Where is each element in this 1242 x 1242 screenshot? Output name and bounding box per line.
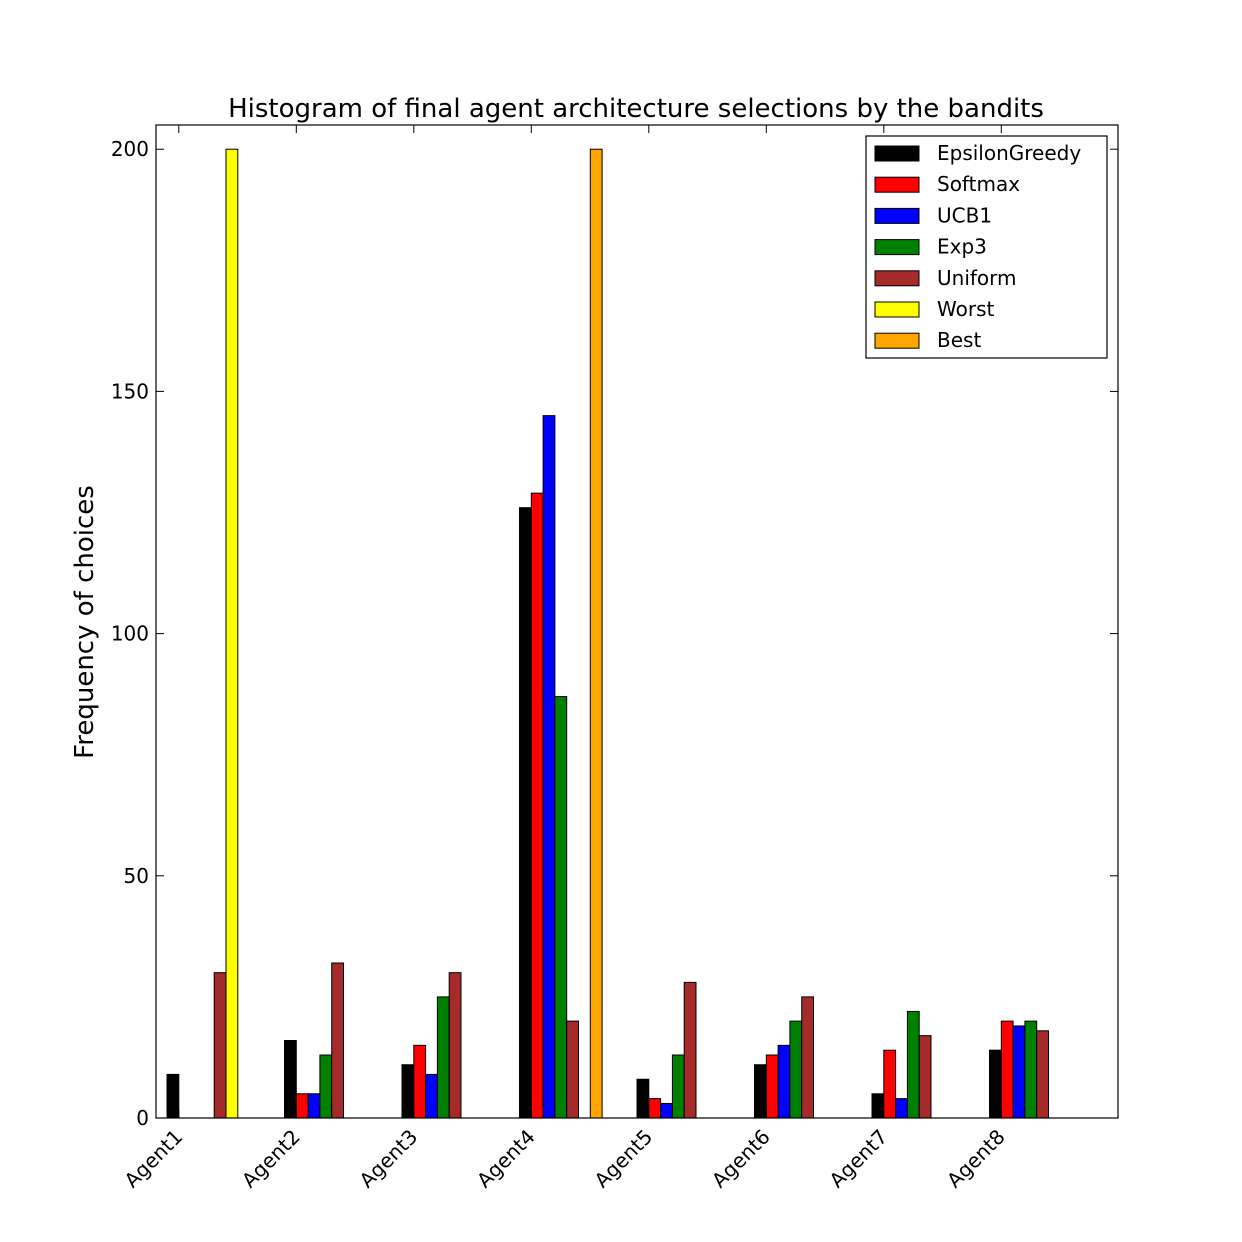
- bar-agent7-softmax: [883, 1049, 897, 1119]
- bar-agent2-ucb1: [307, 1093, 321, 1119]
- bar-agent2-epsilongreedy: [284, 1040, 297, 1119]
- x-tick-label-agent3: Agent3: [354, 1125, 422, 1193]
- x-tick-label-agent6: Agent6: [707, 1125, 775, 1193]
- legend-swatch-softmax: [874, 176, 920, 193]
- bar-agent7-exp3: [906, 1010, 920, 1119]
- legend-label-best: Best: [937, 328, 981, 352]
- bar-agent4-best: [589, 148, 603, 1119]
- x-tick-label-agent8: Agent8: [942, 1125, 1010, 1193]
- chart-title: Histogram of final agent architecture se…: [228, 94, 1044, 124]
- bar-agent6-softmax: [765, 1054, 779, 1119]
- bar-agent4-uniform: [566, 1020, 580, 1119]
- bar-agent2-uniform: [331, 962, 345, 1119]
- legend-label-epsilongreedy: EpsilonGreedy: [937, 141, 1081, 165]
- x-tick-label-agent7: Agent7: [824, 1125, 892, 1193]
- bar-agent2-exp3: [319, 1054, 333, 1119]
- bar-agent3-epsilongreedy: [401, 1064, 415, 1119]
- bar-agent6-ucb1: [777, 1044, 791, 1119]
- bar-agent3-exp3: [436, 996, 450, 1119]
- bar-agent4-softmax: [530, 492, 544, 1119]
- bar-agent7-ucb1: [895, 1098, 908, 1119]
- y-tick-label: 100: [111, 622, 149, 646]
- y-tick-label: 50: [124, 864, 149, 888]
- bar-agent4-exp3: [554, 696, 568, 1119]
- bar-agent5-exp3: [671, 1054, 685, 1119]
- x-tick-label-agent4: Agent4: [472, 1125, 540, 1193]
- x-tick-label-agent1: Agent1: [119, 1125, 187, 1193]
- bar-agent1-worst: [225, 148, 239, 1119]
- y-tick-label: 150: [111, 379, 149, 403]
- legend-swatch-ucb1: [874, 207, 920, 224]
- x-tick-label-agent2: Agent2: [237, 1125, 305, 1193]
- legend-label-exp3: Exp3: [937, 235, 987, 259]
- y-axis-label: Frequency of choices: [70, 485, 100, 759]
- bar-agent8-exp3: [1024, 1020, 1038, 1119]
- bars-layer: [166, 148, 1049, 1119]
- bar-agent6-exp3: [789, 1020, 803, 1119]
- bar-agent1-uniform: [213, 972, 227, 1119]
- legend: EpsilonGreedy Softmax UCB1 Exp3 Uniform Worst…: [865, 135, 1108, 359]
- bar-agent6-uniform: [801, 996, 815, 1119]
- y-tick-label: 0: [136, 1106, 149, 1130]
- x-tick-label-agent5: Agent5: [589, 1125, 657, 1193]
- bar-agent2-softmax: [295, 1093, 309, 1119]
- bar-agent3-ucb1: [425, 1073, 438, 1119]
- legend-swatch-exp3: [874, 239, 920, 256]
- bar-agent7-epsilongreedy: [871, 1093, 885, 1119]
- bar-agent5-ucb1: [660, 1102, 673, 1119]
- legend-swatch-best: [874, 332, 920, 349]
- bar-agent4-epsilongreedy: [519, 507, 532, 1119]
- bar-agent5-softmax: [648, 1098, 662, 1119]
- bar-agent1-epsilongreedy: [166, 1073, 180, 1119]
- bar-agent3-softmax: [413, 1044, 427, 1119]
- bar-agent5-uniform: [683, 981, 697, 1119]
- bar-agent4-ucb1: [542, 415, 556, 1119]
- plot-frame: [155, 124, 1119, 1119]
- bar-agent7-uniform: [918, 1035, 932, 1119]
- bar-agent3-uniform: [448, 972, 462, 1119]
- legend-label-softmax: Softmax: [937, 172, 1020, 196]
- bar-agent6-epsilongreedy: [754, 1064, 767, 1119]
- bar-agent5-epsilongreedy: [636, 1078, 650, 1119]
- bar-agent8-ucb1: [1012, 1025, 1026, 1119]
- y-tick-label: 200: [111, 137, 149, 161]
- legend-label-worst: Worst: [937, 297, 994, 321]
- bar-agent8-epsilongreedy: [989, 1049, 1002, 1119]
- legend-swatch-uniform: [874, 270, 920, 287]
- legend-label-ucb1: UCB1: [937, 203, 992, 227]
- bar-agent8-uniform: [1036, 1030, 1049, 1119]
- bar-agent8-softmax: [1000, 1020, 1014, 1119]
- legend-label-uniform: Uniform: [937, 266, 1017, 290]
- legend-swatch-worst: [874, 301, 920, 318]
- legend-swatch-epsilongreedy: [874, 145, 920, 162]
